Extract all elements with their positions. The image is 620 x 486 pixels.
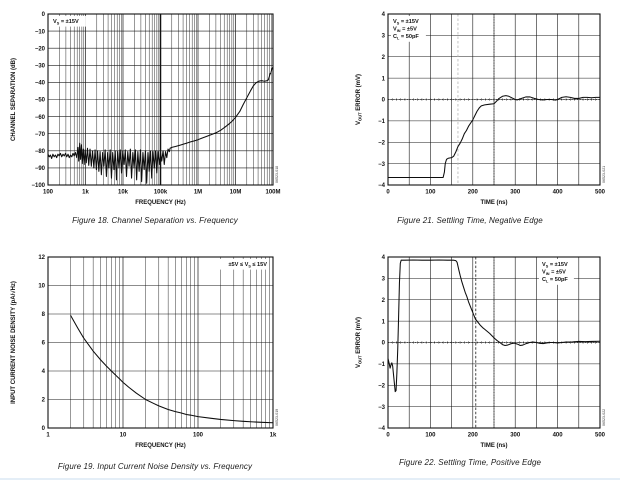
svg-text:CL = 50pF: CL = 50pF <box>542 277 568 283</box>
svg-text:2: 2 <box>42 398 46 404</box>
svg-text:−4: −4 <box>378 426 386 432</box>
svg-text:−3: −3 <box>378 162 386 168</box>
svg-text:12: 12 <box>38 255 45 261</box>
svg-text:100k: 100k <box>154 190 168 196</box>
svg-text:−1: −1 <box>378 362 386 368</box>
svg-text:06523-021: 06523-021 <box>602 166 606 183</box>
svg-text:VIN = ±5V: VIN = ±5V <box>393 27 417 33</box>
figure-21-caption: Figure 21. Settling Time, Negative Edge <box>397 216 543 225</box>
svg-text:0: 0 <box>382 98 386 104</box>
svg-text:−60: −60 <box>35 115 46 121</box>
svg-text:4: 4 <box>42 369 46 375</box>
svg-text:−50: −50 <box>35 98 46 104</box>
svg-text:1k: 1k <box>270 433 277 439</box>
svg-text:−20: −20 <box>35 46 46 52</box>
svg-text:06523-018: 06523-018 <box>275 166 279 183</box>
svg-text:2: 2 <box>382 298 386 304</box>
svg-text:1k: 1k <box>82 190 89 196</box>
svg-text:TIME (ns): TIME (ns) <box>481 443 508 449</box>
svg-text:06523-022: 06523-022 <box>602 409 606 426</box>
svg-text:TIME (ns): TIME (ns) <box>481 200 508 206</box>
svg-text:3: 3 <box>382 34 386 40</box>
svg-text:300: 300 <box>510 190 521 196</box>
svg-text:500: 500 <box>595 190 606 196</box>
svg-text:10: 10 <box>38 284 45 290</box>
svg-text:VIN = ±5V: VIN = ±5V <box>542 270 566 276</box>
svg-text:100M: 100M <box>265 190 280 196</box>
svg-text:500: 500 <box>595 433 606 439</box>
svg-text:INPUT CURRENT NOISE DENSITY (p: INPUT CURRENT NOISE DENSITY (pA/√Hz) <box>10 281 17 404</box>
svg-text:2: 2 <box>382 55 386 61</box>
svg-text:0: 0 <box>386 433 390 439</box>
svg-text:VS = ±15V: VS = ±15V <box>53 19 79 25</box>
svg-text:VS = ±15V: VS = ±15V <box>542 262 568 268</box>
svg-text:100: 100 <box>193 433 204 439</box>
figure-19-noise-density-chart: 1 10 100 1k 0 2 4 6 8 10 12 FREQUENCY (Hz) INPUT CUR… <box>10 255 279 449</box>
svg-text:−40: −40 <box>35 81 46 87</box>
svg-text:1: 1 <box>382 76 386 82</box>
svg-text:0: 0 <box>386 190 390 196</box>
svg-text:−1: −1 <box>378 119 386 125</box>
svg-text:−10: −10 <box>35 29 46 35</box>
svg-text:3: 3 <box>382 277 386 283</box>
svg-text:0: 0 <box>382 341 386 347</box>
svg-text:−80: −80 <box>35 149 46 155</box>
svg-text:400: 400 <box>553 190 564 196</box>
svg-text:VOUT ERROR (mV): VOUT ERROR (mV) <box>356 74 362 125</box>
svg-text:1: 1 <box>382 319 386 325</box>
figure-18-channel-separation-chart: 100 1k 10k 100k 1M 10M 100M 0 −10 −20 −30 −40 −50 −60… <box>11 12 281 206</box>
svg-text:200: 200 <box>468 433 479 439</box>
svg-text:CHANNEL SEPARATION (dB): CHANNEL SEPARATION (dB) <box>11 58 17 141</box>
svg-text:1M: 1M <box>194 190 202 196</box>
svg-text:400: 400 <box>553 433 564 439</box>
svg-text:100: 100 <box>43 190 54 196</box>
figure-19-caption: Figure 19. Input Current Noise Density v… <box>57 462 253 471</box>
page-divider <box>0 478 620 480</box>
svg-text:−3: −3 <box>378 405 386 411</box>
svg-text:10k: 10k <box>118 190 129 196</box>
svg-text:4: 4 <box>382 255 386 261</box>
figure-21-settling-time-negative-chart: 0 100 200 300 400 500 4 3 2 1 0 −1 −2 −3 −4 TIME (ns) VO… <box>356 12 606 206</box>
svg-text:100: 100 <box>425 433 436 439</box>
svg-text:VS = ±15V: VS = ±15V <box>393 19 419 25</box>
svg-text:−2: −2 <box>378 383 386 389</box>
svg-text:−4: −4 <box>378 183 386 189</box>
svg-text:10: 10 <box>120 433 127 439</box>
svg-text:−30: −30 <box>35 64 46 70</box>
svg-text:FREQUENCY (Hz): FREQUENCY (Hz) <box>135 200 186 206</box>
svg-text:4: 4 <box>382 12 386 18</box>
svg-text:−90: −90 <box>35 166 46 172</box>
svg-text:100: 100 <box>425 190 436 196</box>
svg-text:1: 1 <box>46 433 50 439</box>
svg-text:300: 300 <box>510 433 521 439</box>
figure-18-caption: Figure 18. Channel Separation vs. Freque… <box>72 216 238 225</box>
svg-text:10M: 10M <box>230 190 242 196</box>
svg-text:6: 6 <box>42 341 46 347</box>
svg-text:0: 0 <box>42 426 46 432</box>
svg-text:06523-019: 06523-019 <box>275 409 279 426</box>
svg-text:−100: −100 <box>31 183 45 189</box>
figure-22-settling-time-positive-chart: 0 100 200 300 400 500 4 3 2 1 0 −1 −2 −3 −4 TIME (ns) VO… <box>356 255 606 449</box>
svg-text:FREQUENCY (Hz): FREQUENCY (Hz) <box>135 443 186 449</box>
svg-text:−2: −2 <box>378 140 386 146</box>
svg-text:CL = 50pF: CL = 50pF <box>393 34 419 40</box>
svg-text:8: 8 <box>42 312 46 318</box>
figure-22-caption: Figure 22. Settling Time, Positive Edge <box>398 458 542 467</box>
svg-text:0: 0 <box>42 12 46 18</box>
svg-text:VOUT ERROR (mV): VOUT ERROR (mV) <box>356 317 362 368</box>
svg-text:±5V ≤ VS ≤ 15V: ±5V ≤ VS ≤ 15V <box>228 262 267 268</box>
svg-text:−70: −70 <box>35 132 46 138</box>
svg-text:200: 200 <box>468 190 479 196</box>
